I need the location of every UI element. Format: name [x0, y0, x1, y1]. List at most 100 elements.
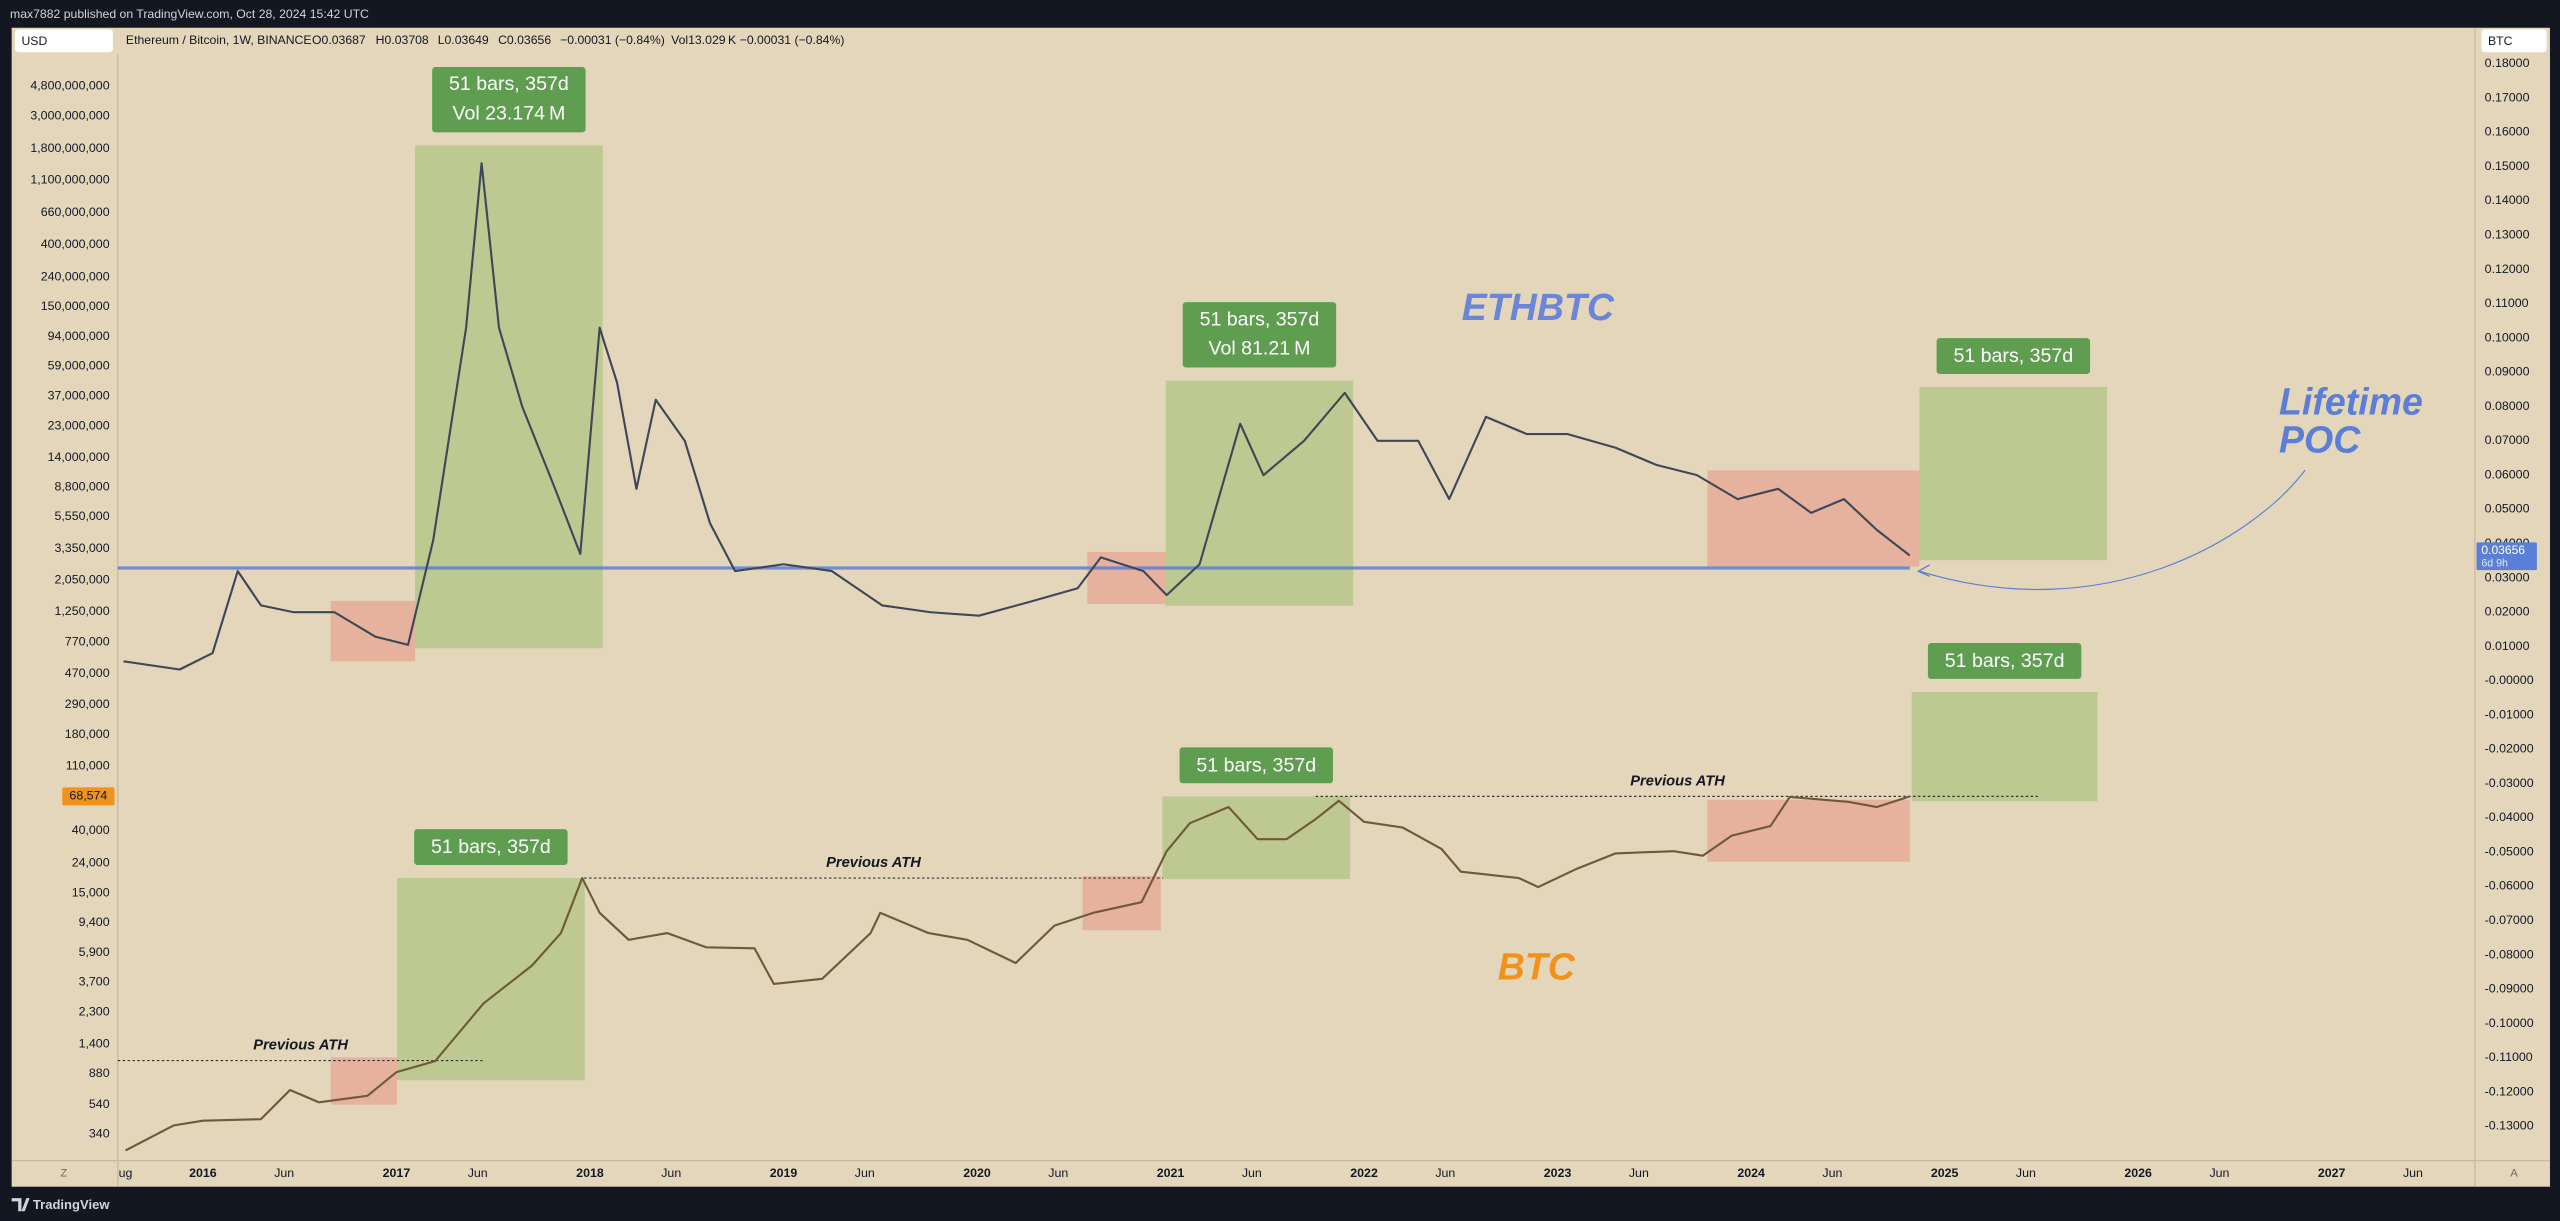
y-tick-label: 3,700: [79, 974, 110, 988]
y-tick-label: 180,000: [65, 727, 110, 741]
y2-tick-label: -0.00000: [2485, 673, 2534, 687]
y-tick-label: 3,350,000: [54, 541, 109, 555]
ath-label: Previous ATH: [1630, 774, 1725, 790]
y2-tick-label: 0.10000: [2485, 330, 2530, 344]
y-tick-label: 1,250,000: [54, 604, 109, 618]
publisher-line: max7882 published on TradingView.com, Oc…: [10, 7, 369, 21]
date-range-box: [1087, 551, 1166, 605]
y2-tick-label: -0.03000: [2485, 776, 2534, 790]
x-tick-label: 2018: [576, 1166, 604, 1180]
x-tick-label: 2021: [1157, 1166, 1185, 1180]
currency-box[interactable]: [2481, 29, 2547, 53]
range-label: 51 bars, 357d: [1945, 650, 2065, 672]
ohlc-close: C0.03656: [498, 33, 551, 47]
x-tick-label: Jun: [1048, 1166, 1068, 1180]
x-tick-label: 2022: [1350, 1166, 1378, 1180]
y-tick-label: 37,000,000: [48, 388, 110, 402]
y-tick-label: 24,000: [72, 855, 110, 869]
volume: Vol13.029 K: [671, 33, 737, 47]
x-tick-label: 2019: [770, 1166, 798, 1180]
range-label-box: [1179, 747, 1333, 784]
x-tick-label: Jun: [1435, 1166, 1455, 1180]
y-tick-label: 1,800,000,000: [30, 141, 109, 155]
x-tick-label: Jun: [2209, 1166, 2229, 1180]
range-label: 51 bars, 357d: [1196, 754, 1316, 776]
y-tick-label: 15,000: [72, 885, 110, 899]
x-tick-label: 2025: [1931, 1166, 1959, 1180]
y-tick-label: 2,300: [79, 1005, 110, 1019]
range-label-box: [1182, 302, 1337, 368]
x-tick-label: 2017: [383, 1166, 411, 1180]
y2-tick-label: -0.04000: [2485, 810, 2534, 824]
date-range-box: [1919, 387, 2108, 561]
poc-arrowhead: [1916, 564, 1931, 577]
y2-tick-label: 0.08000: [2485, 399, 2530, 413]
right-currency[interactable]: BTC: [2488, 34, 2513, 48]
y-tick-label: 110,000: [66, 759, 110, 773]
y2-tick-label: 0.11000: [2485, 296, 2529, 310]
y2-tick-label: 0.15000: [2485, 159, 2530, 173]
y-tick-label: 5,550,000: [54, 509, 109, 523]
ohlc-low: L0.03649: [438, 33, 489, 47]
y-tick-label: 9,400: [79, 915, 110, 929]
poc-label: Lifetime: [2279, 381, 2423, 423]
x-tick-label: 2024: [1737, 1166, 1765, 1180]
y-tick-label: 5,900: [79, 945, 110, 959]
y-tick-label: 14,000,000: [48, 450, 110, 464]
y2-tick-label: -0.13000: [2485, 1119, 2534, 1133]
price-line: [123, 162, 1911, 671]
x-tick-label: 2023: [1544, 1166, 1572, 1180]
price-tag-label: 68,574: [69, 789, 107, 803]
range-label: 51 bars, 357d: [431, 836, 551, 858]
y-tick-label: 1,400: [79, 1036, 110, 1050]
currency-box[interactable]: [14, 29, 113, 53]
y2-tick-label: 0.01000: [2485, 639, 2530, 653]
y-tick-label: 290,000: [65, 697, 110, 711]
symbol-name: Ethereum / Bitcoin, 1W, BINANCE: [126, 33, 312, 47]
x-tick-label: Jun: [855, 1166, 875, 1180]
y-tick-label: 23,000,000: [48, 419, 110, 433]
y2-tick-label: 0.18000: [2485, 56, 2530, 70]
y2-tick-label: -0.12000: [2485, 1084, 2534, 1098]
date-range-box: [1082, 876, 1161, 931]
plot-area: 4,800,000,000 3,000,000,000 1,800,000,000 1…: [30, 56, 2537, 1180]
date-range-box: [1165, 380, 1354, 606]
y2-tick-label: -0.02000: [2485, 742, 2534, 756]
y-tick-label: 150,000,000: [41, 299, 110, 313]
symbol-legend: Ethereum / Bitcoin, 1W, BINANCE O0.03687…: [126, 33, 845, 47]
y2-tick-label: -0.01000: [2485, 707, 2534, 721]
x-tick-label: Jun: [1629, 1166, 1649, 1180]
y2-tick-label: 0.07000: [2485, 433, 2530, 447]
poc-arrow: [1919, 469, 2306, 591]
y-tick-label: 3,000,000,000: [30, 109, 109, 123]
x-tick-label: Jun: [468, 1166, 488, 1180]
y-tick-label: 8,800,000: [54, 480, 109, 494]
scale-button[interactable]: Z: [60, 1168, 67, 1180]
ath-label: Previous ATH: [253, 1038, 348, 1054]
price-tag-countdown: 6d 9h: [2481, 557, 2508, 569]
y-tick-label: 660,000,000: [41, 205, 110, 219]
y-tick-label: 94,000,000: [48, 329, 110, 343]
y2-tick-label: 0.14000: [2485, 193, 2530, 207]
y2-tick-label: -0.06000: [2485, 879, 2534, 893]
price-tag: [62, 787, 115, 806]
y2-tick-label: 0.05000: [2485, 502, 2530, 516]
left-currency[interactable]: USD: [21, 34, 47, 48]
auto-button[interactable]: A: [2510, 1168, 2518, 1180]
y2-tick-label: 0.06000: [2485, 467, 2530, 481]
ohlc-open: O0.03687: [312, 33, 366, 47]
x-tick-label: 2027: [2318, 1166, 2346, 1180]
chart-pane: [11, 27, 2550, 1187]
y-tick-label: 4,800,000,000: [30, 79, 109, 93]
y2-tick-label: -0.11000: [2485, 1050, 2533, 1064]
date-range-box: [397, 878, 585, 1081]
y-tick-label: 880: [89, 1066, 110, 1080]
x-tick-label: Jun: [1242, 1166, 1262, 1180]
x-tick-label: ug: [119, 1166, 133, 1180]
y-tick-label: 400,000,000: [41, 237, 110, 251]
date-range-box: [330, 600, 416, 662]
series-label: ETHBTC: [1462, 286, 1615, 328]
x-tick-label: Jun: [661, 1166, 681, 1180]
x-tick-label: Jun: [2403, 1166, 2423, 1180]
